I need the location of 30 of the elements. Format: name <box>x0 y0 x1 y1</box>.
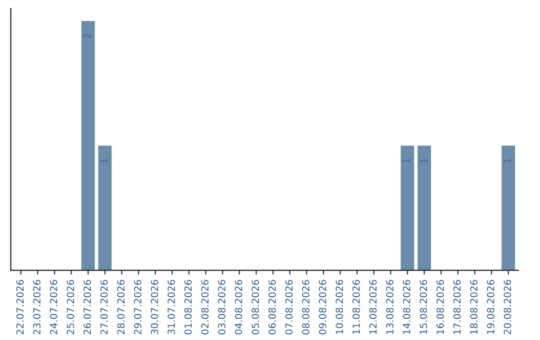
x-tick-label: 11.08.2026 <box>352 280 360 334</box>
x-tick-label: 09.08.2026 <box>318 280 326 334</box>
x-tick-label: 01.08.2026 <box>184 280 192 334</box>
x-tick-label: 16.08.2026 <box>436 280 444 334</box>
x-tick-label: 10.08.2026 <box>336 280 344 334</box>
x-tick-label: 30.07.2026 <box>150 280 158 334</box>
x-tick-label: 07.08.2026 <box>285 280 293 334</box>
x-tick-label: 17.08.2026 <box>453 280 461 334</box>
x-tick-label: 06.08.2026 <box>268 280 276 334</box>
x-tick-label: 02.08.2026 <box>201 280 209 334</box>
x-tick-label: 03.08.2026 <box>218 280 226 334</box>
x-tick-label: 26.07.2026 <box>84 280 91 334</box>
x-tick-label: 24.07.2026 <box>50 280 58 334</box>
x-tick-label: 05.08.2026 <box>252 280 260 334</box>
x-tick-label: 12.08.2026 <box>369 280 377 334</box>
x-tick-label: 19.08.2026 <box>486 280 494 334</box>
x-tick-label: 08.08.2026 <box>302 280 310 334</box>
x-tick-label: 31.07.2026 <box>168 280 175 334</box>
x-tick-label: 18.08.2026 <box>470 280 478 334</box>
x-tick-label: 29.07.2026 <box>134 280 142 334</box>
x-tick-label: 23.07.2026 <box>33 280 41 334</box>
x-tick-label: 27.07.2026 <box>100 280 108 334</box>
x-tick-label: 20.08.2026 <box>504 280 512 334</box>
x-tick-label: 15.08.2026 <box>420 280 428 334</box>
x-tick-label: 25.07.2026 <box>66 280 74 334</box>
x-tick-label: 13.08.2026 <box>386 280 394 334</box>
x-tick-label: 04.08.2026 <box>234 280 242 334</box>
x-tick-label: 14.08.2026 <box>402 280 410 334</box>
x-tick-label: 28.07.2026 <box>117 280 125 334</box>
x-tick-label: 22.07.2026 <box>16 280 24 334</box>
